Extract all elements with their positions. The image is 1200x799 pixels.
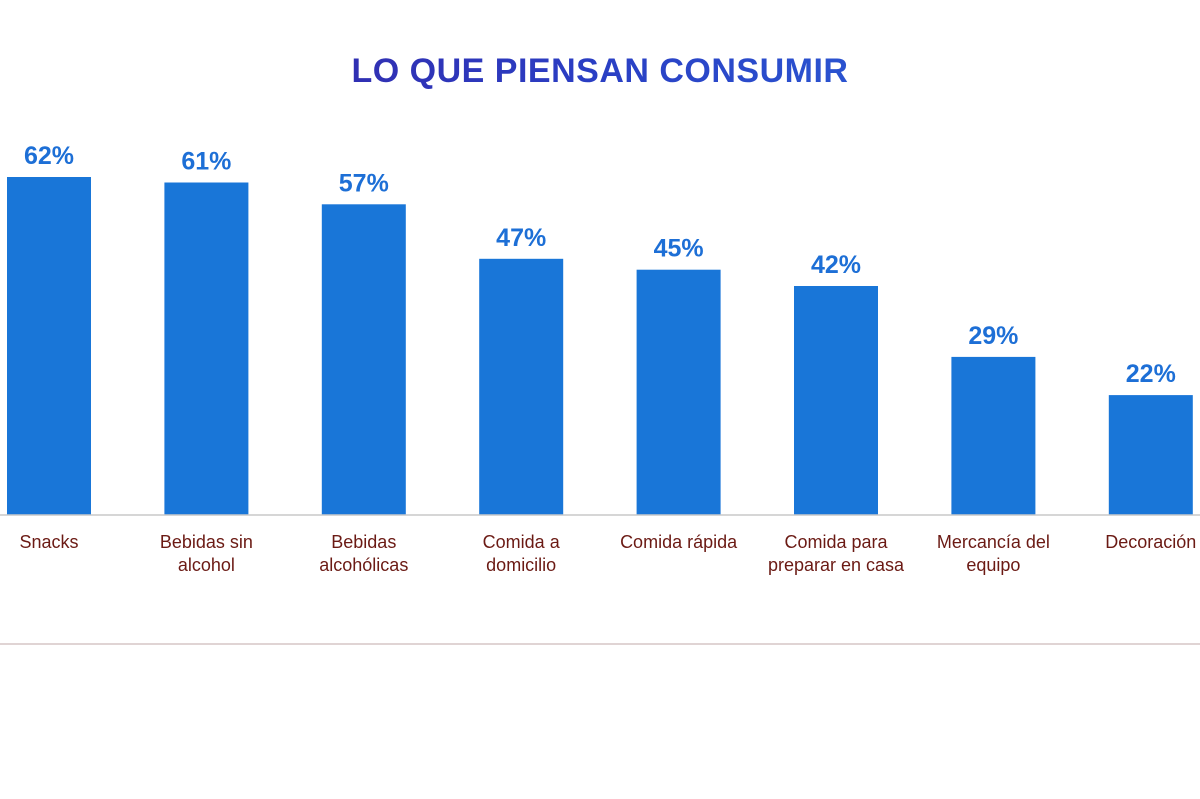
value-labels-group: 62% 61% 57% 47% 45% 42% 29% 22% <box>24 142 1176 388</box>
category-label-line: Bebidas <box>331 532 396 552</box>
category-label-line: alcohólicas <box>319 555 408 575</box>
bar-1 <box>164 182 249 515</box>
value-label-1: 61% <box>181 148 231 176</box>
category-label-1: Bebidas sin alcohol <box>160 532 253 575</box>
bar-3 <box>479 258 564 515</box>
category-label-line: Mercancía del <box>937 532 1050 552</box>
value-label-6: 29% <box>968 322 1018 350</box>
category-label-line: domicilio <box>486 555 556 575</box>
category-label-line: alcohol <box>178 555 235 575</box>
category-label-3: Comida a domicilio <box>483 532 561 575</box>
category-label-line: Comida para <box>784 532 888 552</box>
category-label-4: Comida rápida <box>620 532 738 552</box>
bar-5 <box>794 286 878 515</box>
category-label-line: Bebidas sin <box>160 532 253 552</box>
value-label-4: 45% <box>654 235 704 263</box>
category-label-7: Decoración <box>1105 532 1196 552</box>
value-label-7: 22% <box>1126 360 1176 388</box>
category-label-6: Mercancía del equipo <box>937 532 1050 575</box>
category-labels-group: Snacks Bebidas sin alcohol Bebidas alcohólic… <box>19 532 1196 575</box>
value-label-3: 47% <box>496 224 546 252</box>
bars-group <box>7 177 1193 516</box>
category-label-0: Snacks <box>19 532 78 552</box>
category-label-2: Bebidas alcohólicas <box>319 532 408 575</box>
category-label-line: Comida rápida <box>620 532 738 552</box>
value-label-5: 42% <box>811 251 861 279</box>
bar-4 <box>636 269 721 515</box>
bar-0 <box>7 177 91 515</box>
chart-title: LO QUE PIENSAN CONSUMIR <box>0 52 1200 91</box>
bar-6 <box>951 356 1036 515</box>
value-label-2: 57% <box>339 169 389 197</box>
category-label-5: Comida para preparar en casa <box>768 532 905 575</box>
bar-2 <box>321 204 406 516</box>
category-label-line: preparar en casa <box>768 555 905 575</box>
value-label-0: 62% <box>24 142 74 170</box>
bar-7 <box>1108 395 1193 515</box>
category-label-line: Comida a <box>483 532 561 552</box>
category-label-line: equipo <box>966 555 1020 575</box>
category-label-line: Snacks <box>19 532 78 552</box>
category-label-line: Decoración <box>1105 532 1196 552</box>
